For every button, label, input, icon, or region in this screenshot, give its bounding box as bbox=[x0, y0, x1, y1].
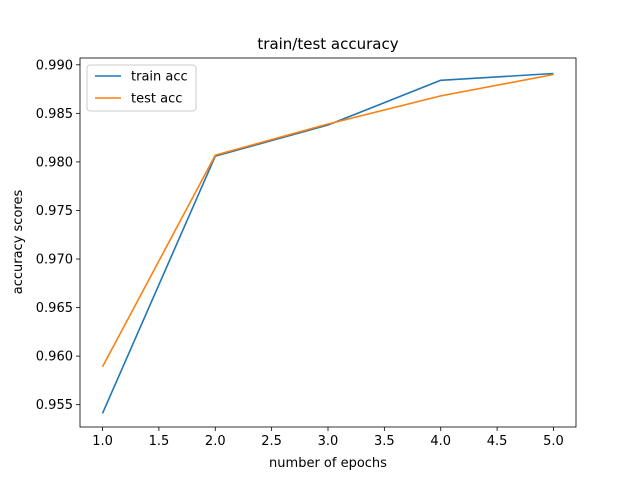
y-axis-label: accuracy scores bbox=[11, 190, 26, 295]
chart-title: train/test accuracy bbox=[257, 35, 398, 53]
y-tick-label: 0.980 bbox=[36, 155, 73, 170]
y-tick-label: 0.955 bbox=[36, 398, 73, 413]
y-tick-label: 0.965 bbox=[36, 301, 73, 316]
x-tick-label: 4.5 bbox=[487, 434, 508, 449]
y-tick-label: 0.960 bbox=[36, 350, 73, 365]
axes: 1.0 1.5 2.0 2.5 3.0 3.5 4.0 4.5 5.0 0.955 0.960 0.9… bbox=[36, 57, 577, 449]
y-tick-label: 0.970 bbox=[36, 253, 73, 268]
x-tick-label: 2.5 bbox=[261, 434, 282, 449]
x-tick-label: 2.0 bbox=[205, 434, 226, 449]
x-tick-label: 3.5 bbox=[374, 434, 395, 449]
legend-label-1: test acc bbox=[131, 92, 182, 107]
y-tick-label: 0.975 bbox=[36, 204, 73, 219]
plot-area bbox=[101, 72, 554, 414]
x-axis-label: number of epochs bbox=[269, 456, 387, 471]
x-tick-label: 4.0 bbox=[430, 434, 451, 449]
x-tick-label: 1.0 bbox=[92, 434, 113, 449]
x-tick-label: 3.0 bbox=[318, 434, 339, 449]
y-tick-label: 0.990 bbox=[36, 58, 73, 73]
legend-label-0: train acc bbox=[131, 70, 188, 85]
x-tick-label: 5.0 bbox=[543, 434, 564, 449]
series-line-0 bbox=[101, 72, 554, 414]
y-tick-label: 0.985 bbox=[36, 107, 73, 122]
x-tick-label: 1.5 bbox=[149, 434, 170, 449]
series-line-1 bbox=[101, 73, 554, 368]
legend: train acc test acc bbox=[86, 64, 197, 112]
